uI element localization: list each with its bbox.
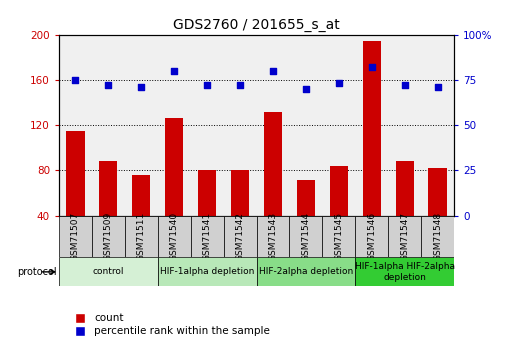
Bar — [289, 216, 322, 257]
Bar — [191, 216, 224, 257]
Point — [269, 68, 277, 73]
Bar — [256, 216, 289, 257]
Text: GSM71509: GSM71509 — [104, 212, 113, 261]
Point — [203, 82, 211, 88]
Point — [170, 68, 179, 73]
Bar — [165, 118, 183, 261]
Bar — [428, 168, 447, 261]
Bar — [59, 216, 92, 257]
Bar — [92, 216, 125, 257]
Point — [137, 84, 145, 90]
Text: GSM71543: GSM71543 — [268, 212, 278, 261]
Text: protocol: protocol — [17, 267, 56, 277]
Point — [401, 82, 409, 88]
Text: HIF-1alpha HIF-2alpha
depletion: HIF-1alpha HIF-2alpha depletion — [354, 262, 455, 282]
Point — [71, 77, 80, 82]
Text: HIF-1alpha depletion: HIF-1alpha depletion — [160, 267, 254, 276]
Bar — [100, 161, 117, 261]
Text: GSM71544: GSM71544 — [301, 212, 310, 261]
Bar — [198, 170, 216, 261]
Legend: count, percentile rank within the sample: count, percentile rank within the sample — [69, 313, 270, 336]
Bar — [297, 179, 315, 261]
Bar — [322, 216, 355, 257]
Bar — [388, 216, 421, 257]
Bar — [355, 257, 454, 286]
Bar — [396, 161, 413, 261]
Text: GSM71540: GSM71540 — [170, 212, 179, 261]
Bar — [224, 216, 256, 257]
Bar — [158, 257, 256, 286]
Bar — [158, 216, 191, 257]
Bar — [264, 111, 282, 261]
Text: control: control — [93, 267, 124, 276]
Point — [368, 65, 376, 70]
Text: GSM71511: GSM71511 — [137, 212, 146, 261]
Text: HIF-2alpha depletion: HIF-2alpha depletion — [259, 267, 353, 276]
Title: GDS2760 / 201655_s_at: GDS2760 / 201655_s_at — [173, 18, 340, 32]
Bar — [355, 216, 388, 257]
Bar — [256, 257, 355, 286]
Text: GSM71542: GSM71542 — [235, 212, 245, 261]
Bar — [59, 257, 158, 286]
Text: GSM71545: GSM71545 — [334, 212, 343, 261]
Text: GSM71541: GSM71541 — [203, 212, 212, 261]
Bar — [132, 175, 150, 261]
Text: GSM71548: GSM71548 — [433, 212, 442, 261]
Bar — [66, 131, 85, 261]
Bar — [421, 216, 454, 257]
Bar — [330, 166, 348, 261]
Bar — [125, 216, 158, 257]
Text: GSM71547: GSM71547 — [400, 212, 409, 261]
Bar — [363, 41, 381, 261]
Point — [302, 86, 310, 92]
Point — [433, 84, 442, 90]
Point — [104, 82, 112, 88]
Text: GSM71507: GSM71507 — [71, 212, 80, 261]
Bar — [231, 170, 249, 261]
Point — [334, 81, 343, 86]
Point — [236, 82, 244, 88]
Text: GSM71546: GSM71546 — [367, 212, 376, 261]
